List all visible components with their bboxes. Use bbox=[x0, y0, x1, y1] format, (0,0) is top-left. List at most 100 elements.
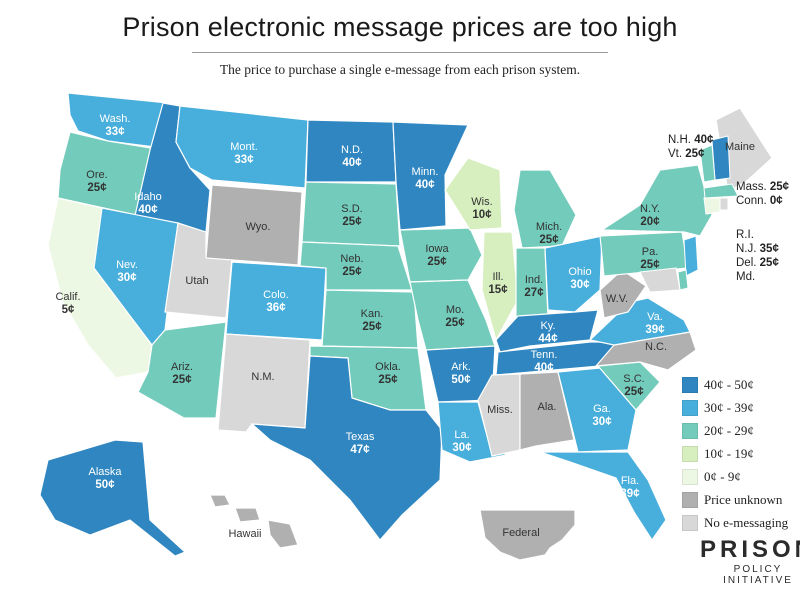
state-price-label: 5¢ bbox=[62, 304, 75, 316]
state-price-label: 25¢ bbox=[342, 216, 362, 228]
state-name-label: Pa. bbox=[642, 246, 659, 258]
state-shape bbox=[39, 439, 187, 557]
state-price-label: 39¢ bbox=[620, 488, 640, 500]
state-shape bbox=[703, 183, 739, 199]
logo-main-text: PRISON bbox=[700, 536, 800, 563]
state-price-label: 25¢ bbox=[342, 266, 362, 278]
legend-label: Price unknown bbox=[704, 491, 783, 507]
state-price-label: 50¢ bbox=[451, 374, 471, 386]
map-subtitle: The price to purchase a single e-message… bbox=[219, 62, 581, 77]
state-name-label: Maine bbox=[725, 141, 755, 153]
state-shape bbox=[544, 235, 603, 313]
state-name-label: Wyo. bbox=[246, 221, 271, 233]
state-price-label: 50¢ bbox=[95, 479, 115, 491]
state-name-label: Kan. bbox=[361, 308, 384, 320]
state-name-label: S.C. bbox=[623, 373, 644, 385]
state-name-label: Ind. bbox=[525, 274, 543, 286]
state-shape bbox=[444, 157, 503, 231]
legend-item: 30¢ - 39¢ bbox=[682, 396, 788, 419]
state-shape bbox=[557, 367, 637, 453]
legend-label: 10¢ - 19¢ bbox=[704, 445, 754, 461]
state-name-label: N.D. bbox=[341, 144, 363, 156]
legend-swatch bbox=[682, 376, 698, 393]
state-price-label: 47¢ bbox=[350, 444, 370, 456]
state-name-label: N.C. bbox=[645, 341, 667, 353]
state-shape bbox=[209, 494, 299, 549]
state-name-label: Alaska bbox=[88, 466, 122, 478]
state-name-label: Wis. bbox=[471, 196, 492, 208]
state-price-label: 25¢ bbox=[362, 321, 382, 333]
state-name-label: Wash. bbox=[100, 113, 131, 125]
state-name-label: Calif. bbox=[55, 291, 80, 303]
state-name-label: Colo. bbox=[263, 289, 289, 301]
state-name-label: W.V. bbox=[606, 293, 628, 305]
state-name-label: N.Y. bbox=[640, 203, 660, 215]
state-name-label: Fla. bbox=[621, 475, 639, 487]
state-price-label: 25¢ bbox=[539, 234, 559, 246]
state-shape bbox=[137, 321, 227, 419]
state-price-label: 20¢ bbox=[640, 216, 660, 228]
label-de: Del. 25¢ bbox=[736, 257, 779, 269]
legend-swatch bbox=[682, 399, 698, 416]
state-shape bbox=[392, 121, 469, 231]
label-vt: Vt. 25¢ bbox=[668, 148, 705, 160]
state-shape bbox=[250, 355, 443, 541]
state-name-label: Miss. bbox=[487, 404, 513, 416]
state-shape bbox=[481, 231, 519, 342]
state-name-label: Utah bbox=[185, 275, 208, 287]
label-md: Md. bbox=[736, 271, 756, 283]
state-name-label: Ore. bbox=[86, 169, 107, 181]
state-name-label: Mich. bbox=[536, 221, 562, 233]
state-name-label: Tenn. bbox=[531, 349, 558, 361]
legend-item: 40¢ - 50¢ bbox=[682, 373, 788, 396]
state-shape bbox=[683, 235, 699, 277]
map-legend: 40¢ - 50¢ 30¢ - 39¢ 20¢ - 29¢ 10¢ - 19¢ … bbox=[682, 373, 788, 534]
state-price-label: 25¢ bbox=[624, 386, 644, 398]
state-name-label: Okla. bbox=[375, 361, 401, 373]
label-nh: N.H. 40¢ bbox=[668, 134, 714, 146]
state-name-label: Minn. bbox=[412, 166, 439, 178]
label-ri: R.I. bbox=[736, 229, 754, 241]
legend-item: 0¢ - 9¢ bbox=[682, 465, 788, 488]
state-price-label: 44¢ bbox=[538, 333, 558, 345]
legend-label: No e-messaging bbox=[704, 514, 789, 530]
state-price-label: 40¢ bbox=[534, 362, 554, 374]
state-price-label: 40¢ bbox=[342, 157, 362, 169]
legend-label: 30¢ - 39¢ bbox=[704, 399, 754, 415]
state-name-label: Idaho bbox=[134, 191, 162, 203]
state-price-label: 15¢ bbox=[488, 284, 508, 296]
label-ct: Conn. 0¢ bbox=[736, 195, 783, 207]
state-shape bbox=[217, 333, 311, 433]
state-price-label: 10¢ bbox=[472, 209, 492, 221]
state-name-label: Federal bbox=[502, 527, 539, 539]
prison-policy-initiative-logo: PRISON POLICY INITIATIVE bbox=[700, 536, 800, 586]
legend-swatch bbox=[682, 422, 698, 439]
legend-swatch bbox=[682, 491, 698, 508]
state-price-label: 25¢ bbox=[445, 317, 465, 329]
label-group-ri-md: R.I. N.J. 35¢ Del. 25¢ Md. bbox=[736, 228, 779, 284]
map-title: Prison electronic message prices are too… bbox=[122, 12, 678, 42]
state-shape bbox=[479, 509, 576, 561]
state-name-label: Ohio bbox=[568, 266, 591, 278]
legend-item: 10¢ - 19¢ bbox=[682, 442, 788, 465]
legend-item: Price unknown bbox=[682, 488, 788, 511]
state-price-label: 30¢ bbox=[570, 279, 590, 291]
state-price-label: 33¢ bbox=[234, 154, 254, 166]
label-group-nh-vt: N.H. 40¢ Vt. 25¢ bbox=[668, 133, 713, 161]
legend-swatch bbox=[682, 445, 698, 462]
state-shape bbox=[699, 144, 716, 183]
state-price-label: 30¢ bbox=[452, 442, 472, 454]
state-price-label: 30¢ bbox=[592, 416, 612, 428]
state-name-label: Ark. bbox=[451, 361, 471, 373]
state-price-label: 36¢ bbox=[266, 302, 286, 314]
legend-swatch bbox=[682, 468, 698, 485]
state-price-label: 33¢ bbox=[105, 126, 125, 138]
state-name-label: Ky. bbox=[540, 320, 555, 332]
state-name-label: Ariz. bbox=[171, 361, 193, 373]
logo-sub-text: POLICY INITIATIVE bbox=[723, 564, 793, 586]
state-shape bbox=[399, 227, 483, 283]
state-price-label: 39¢ bbox=[645, 324, 665, 336]
state-shape bbox=[719, 197, 729, 211]
state-name-label: Va. bbox=[647, 311, 663, 323]
